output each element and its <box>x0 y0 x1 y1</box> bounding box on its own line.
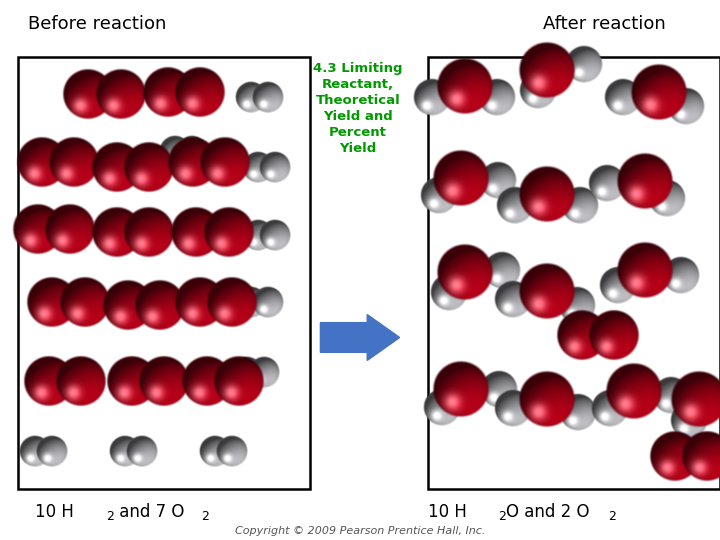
Bar <box>18 57 310 489</box>
Text: and 7 O: and 7 O <box>114 503 184 521</box>
Text: Before reaction: Before reaction <box>28 15 166 33</box>
FancyArrow shape <box>320 314 400 361</box>
Text: 10 H: 10 H <box>35 503 73 521</box>
Text: 4.3 Limiting
Reactant,
Theoretical
Yield and
Percent
Yield: 4.3 Limiting Reactant, Theoretical Yield… <box>313 62 402 155</box>
Text: Copyright © 2009 Pearson Prentice Hall, Inc.: Copyright © 2009 Pearson Prentice Hall, … <box>235 525 485 536</box>
Text: O and 2 O: O and 2 O <box>506 503 590 521</box>
Text: 2: 2 <box>608 510 616 523</box>
Text: 2: 2 <box>107 510 114 523</box>
Bar <box>428 57 720 489</box>
Text: 2: 2 <box>202 510 210 523</box>
Text: 2: 2 <box>498 510 506 523</box>
Text: After reaction: After reaction <box>544 15 666 33</box>
Text: 10 H: 10 H <box>428 503 467 521</box>
